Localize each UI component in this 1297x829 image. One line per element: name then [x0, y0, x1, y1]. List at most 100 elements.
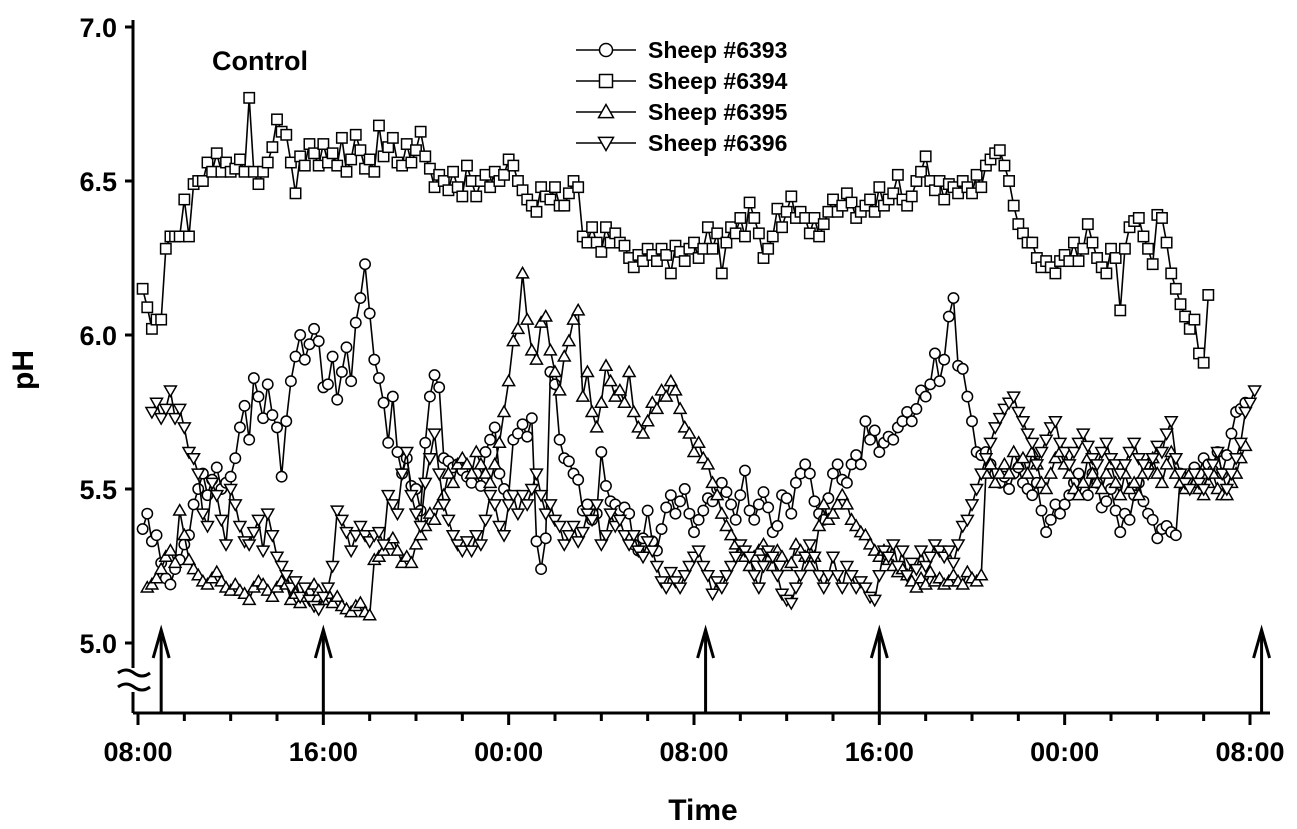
data-point: [1085, 452, 1100, 466]
data-point: [1169, 282, 1182, 295]
data-point: [284, 156, 297, 169]
data-point: [700, 570, 716, 583]
data-point: [284, 375, 297, 388]
data-point: [1006, 444, 1021, 458]
data-point: [756, 560, 771, 574]
data-point: [195, 508, 211, 522]
data-point: [1015, 416, 1031, 429]
series-sheep-6393: [136, 258, 1252, 591]
data-point: [1131, 452, 1147, 466]
data-point: [970, 168, 983, 181]
data-point: [394, 555, 410, 569]
data-point: [459, 536, 475, 549]
data-point: [827, 467, 839, 480]
y-axis-title: pH: [7, 350, 40, 390]
data-point: [927, 539, 943, 552]
data-point: [789, 476, 802, 489]
data-point: [1075, 475, 1091, 489]
data-point: [1160, 236, 1173, 249]
data-point: [192, 483, 205, 495]
data-point: [993, 144, 1006, 157]
data-point: [232, 520, 248, 534]
data-point: [770, 570, 785, 583]
data-point: [663, 373, 679, 387]
data-point: [566, 312, 581, 325]
data-point: [1099, 437, 1114, 451]
data-point: [484, 181, 497, 194]
data-point: [669, 507, 682, 520]
data-point: [668, 382, 683, 396]
data-point: [821, 570, 836, 583]
data-point: [784, 597, 799, 611]
data-point: [640, 413, 655, 427]
data-point: [371, 549, 387, 562]
data-point: [153, 412, 169, 426]
data-point: [720, 486, 733, 499]
series-layer: [136, 91, 1262, 621]
data-point: [422, 452, 438, 466]
legend-label: Sheep #6395: [648, 99, 788, 125]
data-point: [570, 302, 586, 316]
data-point: [1163, 416, 1179, 429]
data-point: [302, 594, 317, 608]
data-point: [345, 153, 358, 166]
data-point: [1006, 391, 1021, 405]
data-point: [1034, 446, 1049, 460]
data-point: [885, 539, 901, 552]
data-point: [349, 128, 362, 141]
legend-label: Sheep #6394: [648, 68, 788, 94]
data-point: [386, 390, 399, 403]
data-point: [612, 382, 628, 396]
data-point: [1112, 487, 1128, 501]
data-point: [942, 310, 955, 323]
data-point: [881, 551, 896, 565]
data-point: [1029, 459, 1045, 472]
data-point: [1145, 452, 1160, 466]
data-point: [413, 527, 428, 541]
data-point: [243, 91, 256, 104]
data-point: [1173, 468, 1188, 482]
data-point: [858, 582, 873, 596]
data-point: [372, 372, 385, 385]
data-point: [992, 412, 1008, 426]
data-point: [214, 514, 229, 528]
data-point: [969, 573, 984, 587]
data-point: [1072, 255, 1085, 268]
data-point: [1132, 212, 1145, 224]
data-point: [311, 603, 326, 617]
data-point: [428, 369, 441, 381]
data-point: [762, 501, 775, 514]
x-tick-label: 16:00: [845, 737, 914, 767]
data-point: [733, 539, 748, 552]
data-point: [612, 514, 628, 528]
data-point: [688, 526, 700, 539]
data-point: [854, 458, 867, 471]
data-point: [394, 468, 410, 482]
data-point: [631, 545, 646, 559]
data-point: [621, 539, 637, 552]
data-point: [141, 301, 154, 314]
data-point: [326, 350, 339, 363]
data-point: [668, 576, 683, 589]
data-point: [1177, 477, 1193, 491]
data-point: [419, 150, 432, 163]
data-point: [413, 520, 428, 534]
data-point: [742, 551, 757, 565]
data-point: [1117, 459, 1133, 472]
data-point: [729, 513, 742, 526]
data-point: [1126, 475, 1142, 489]
data-point: [915, 165, 927, 178]
data-point: [891, 168, 904, 181]
data-point: [1210, 446, 1225, 460]
data-point: [997, 456, 1012, 470]
data-point: [150, 529, 163, 542]
feeding-arrow: [313, 624, 333, 713]
data-point: [686, 444, 702, 458]
data-point: [627, 261, 640, 274]
data-point: [700, 456, 716, 470]
data-point: [890, 560, 906, 574]
data-point: [723, 527, 739, 541]
data-point: [561, 529, 577, 543]
data-point: [428, 181, 441, 194]
